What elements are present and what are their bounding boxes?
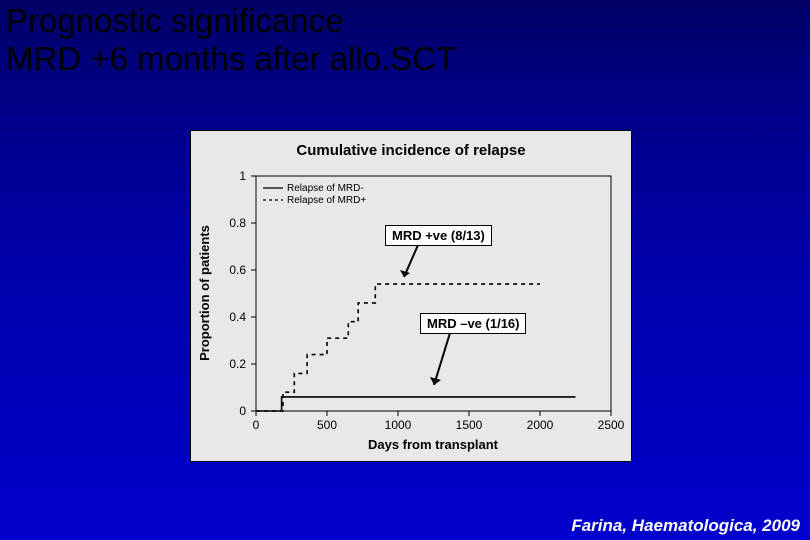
- legend: Relapse of MRD- Relapse of MRD+: [263, 183, 366, 206]
- title-line-1: Prognostic significance: [6, 2, 344, 39]
- citation: Farina, Haematologica, 2009: [571, 516, 800, 536]
- ytick-4: 0.8: [229, 216, 246, 230]
- x-axis-label: Days from transplant: [368, 437, 499, 452]
- xtick-0: 0: [253, 418, 260, 432]
- y-axis-label: Proportion of patients: [197, 225, 212, 361]
- x-axis: 0 500 1000 1500 2000 2500: [253, 411, 625, 432]
- series-mrd-positive: [256, 284, 540, 411]
- ytick-5: 1: [239, 169, 246, 183]
- chart-title: Cumulative incidence of relapse: [296, 142, 525, 159]
- arrow-mrd-positive: [400, 245, 430, 290]
- ytick-3: 0.6: [229, 263, 246, 277]
- annotation-mrd-negative: MRD –ve (1/16): [420, 313, 526, 334]
- series-mrd-negative: [256, 397, 576, 411]
- chart-container: Cumulative incidence of relapse 0 0.2 0.…: [190, 130, 632, 462]
- ytick-1: 0.2: [229, 357, 246, 371]
- xtick-2: 1000: [385, 418, 412, 432]
- title-line-2: MRD +6 months after allo.SCT: [6, 40, 456, 77]
- xtick-4: 2000: [527, 418, 554, 432]
- legend-item-1: Relapse of MRD+: [287, 195, 366, 206]
- arrow-mrd-negative: [430, 333, 460, 393]
- xtick-3: 1500: [456, 418, 483, 432]
- ytick-0: 0: [239, 404, 246, 418]
- xtick-5: 2500: [598, 418, 625, 432]
- y-axis: 0 0.2 0.4 0.6 0.8 1: [229, 169, 256, 418]
- annotation-mrd-positive: MRD +ve (8/13): [385, 225, 492, 246]
- legend-item-0: Relapse of MRD-: [287, 183, 364, 194]
- slide-title: Prognostic significance MRD +6 months af…: [6, 2, 456, 78]
- slide: Prognostic significance MRD +6 months af…: [0, 0, 810, 540]
- chart-svg: Cumulative incidence of relapse 0 0.2 0.…: [191, 131, 631, 461]
- xtick-1: 500: [317, 418, 337, 432]
- ytick-2: 0.4: [229, 310, 246, 324]
